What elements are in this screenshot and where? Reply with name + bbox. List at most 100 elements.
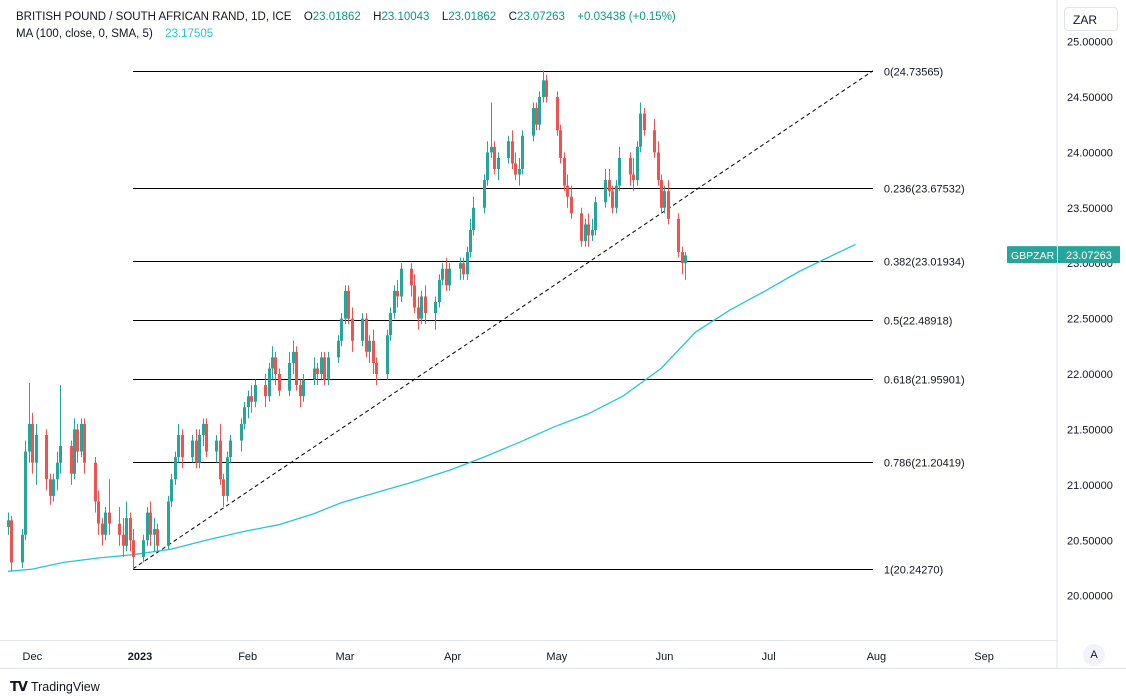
candle-body [181, 434, 184, 458]
trendline [132, 70, 874, 570]
candle-body [302, 379, 305, 397]
candle [483, 174, 486, 214]
candle [146, 507, 149, 546]
candle [372, 329, 375, 375]
candle [132, 529, 135, 570]
candle-body [570, 196, 573, 214]
candle [538, 91, 541, 131]
candle [118, 507, 121, 546]
candle [288, 351, 291, 397]
candle-body [156, 529, 159, 546]
candle [340, 313, 343, 347]
candle-body [618, 157, 621, 186]
candle-body [94, 462, 97, 502]
candle-body [125, 518, 128, 546]
candle [580, 207, 583, 247]
candle [101, 518, 104, 546]
ma-legend[interactable]: MA (100, close, 0, SMA, 5) 23.17505 [16, 28, 213, 40]
candle [129, 512, 132, 552]
candle [278, 368, 281, 397]
candle-body [643, 113, 646, 131]
candle-body [198, 434, 201, 463]
y-tick-label: 20.00000 [1067, 591, 1113, 603]
symbol-tag-text: GBPZAR [1011, 250, 1055, 262]
currency-button[interactable]: ZAR [1064, 7, 1118, 31]
x-tick-label: Jun [656, 651, 674, 663]
chart-grid [0, 0, 1126, 669]
candle [323, 351, 326, 386]
candle-body [274, 357, 277, 375]
open-label: O [303, 11, 313, 23]
candle-body [372, 340, 375, 363]
candle [327, 351, 330, 386]
candle [45, 429, 48, 491]
candle [271, 346, 274, 380]
candle-body [469, 229, 472, 253]
candle-body [195, 440, 198, 463]
change-value: +0.03438 (+0.15%) [577, 11, 676, 23]
candle [486, 141, 489, 186]
candle-body [177, 434, 180, 458]
candle-body [70, 446, 73, 474]
tradingview-brand[interactable]: 𝗧𝗩 TradingView [10, 679, 100, 695]
candle-body [313, 368, 316, 380]
candle-body [462, 263, 465, 275]
candle-body [132, 540, 135, 557]
candle-body [118, 523, 121, 535]
fib-level-label: 0.618(21.95901) [884, 375, 965, 387]
candle [466, 246, 469, 280]
candle-body [219, 440, 222, 480]
candle-body [611, 191, 614, 208]
candle-body [49, 479, 52, 496]
candle [604, 168, 607, 208]
time-axis: Dec 2023 Feb Mar Apr May Jun Jul Aug Sep [23, 651, 994, 663]
candle [52, 473, 55, 502]
candle-body [215, 440, 218, 452]
candle [70, 440, 73, 485]
candle [222, 473, 225, 508]
candle-body [31, 423, 34, 463]
candle [344, 285, 347, 325]
candle [636, 141, 639, 186]
candle-body [268, 368, 271, 397]
candle-body [584, 224, 587, 242]
candle-body [254, 385, 257, 402]
candle [566, 174, 569, 208]
candle [629, 152, 632, 186]
fibonacci-retracement: 0(24.73565) 0.236(23.67532) 0.382(23.01934… [133, 67, 965, 577]
x-tick-label: Dec [23, 651, 43, 663]
candle-body [413, 285, 416, 308]
candle-body [146, 512, 149, 541]
candle-body [518, 168, 521, 175]
candle [250, 385, 253, 413]
candle-body [608, 180, 611, 192]
candle [35, 423, 38, 485]
candle [24, 440, 27, 541]
candle [653, 119, 656, 158]
candle [191, 434, 194, 463]
brand-name: TradingView [30, 680, 100, 694]
candle-body [434, 301, 437, 314]
ma-label: MA (100, close, 0, SMA, 5) [16, 28, 153, 40]
candle-body [295, 351, 298, 386]
auto-scale-button[interactable]: A [1083, 644, 1105, 666]
candle-body [483, 180, 486, 208]
candle-body [344, 290, 347, 319]
y-tick-label: 24.50000 [1067, 92, 1113, 104]
fib-level-label: 0.382(23.01934) [884, 257, 965, 269]
x-tick-label: Apr [444, 651, 461, 663]
candle [469, 218, 472, 258]
candle [521, 130, 524, 175]
candle-body [149, 512, 152, 535]
candle-body [174, 457, 177, 480]
candle [542, 70, 545, 103]
last-price-tag: GBPZAR 23.07263 [1007, 246, 1120, 264]
price-tag-text: 23.07263 [1066, 250, 1112, 262]
candle [472, 196, 475, 236]
candle [591, 218, 594, 242]
candle [420, 290, 423, 325]
candle-body [222, 479, 225, 496]
fib-level-label: 0.5(22.48918) [884, 316, 953, 328]
candle [174, 451, 177, 485]
